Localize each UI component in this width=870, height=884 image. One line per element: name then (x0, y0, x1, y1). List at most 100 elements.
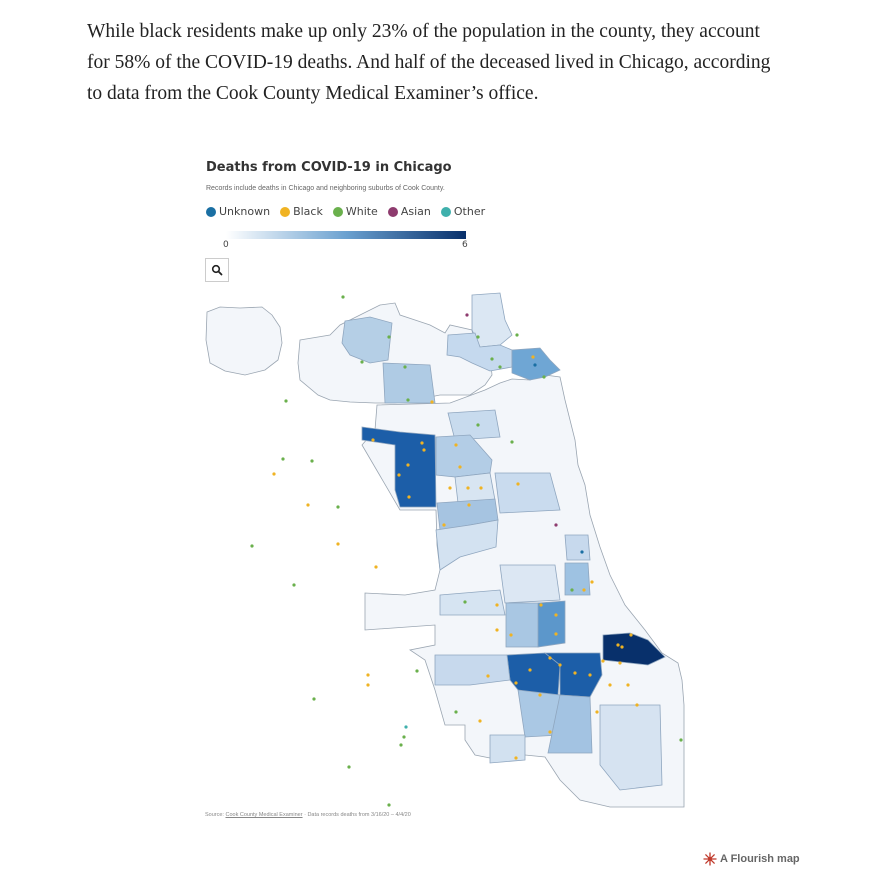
marker-black[interactable] (554, 613, 558, 617)
map-region[interactable] (205, 306, 283, 376)
marker-black[interactable] (448, 486, 452, 490)
marker-black[interactable] (420, 441, 424, 445)
marker-black[interactable] (336, 542, 340, 546)
map-region[interactable] (434, 654, 511, 686)
marker-unknown[interactable] (580, 550, 584, 554)
marker-white[interactable] (510, 440, 514, 444)
marker-black[interactable] (608, 683, 612, 687)
marker-black[interactable] (590, 580, 594, 584)
marker-black[interactable] (554, 632, 558, 636)
marker-black[interactable] (422, 448, 426, 452)
marker-black[interactable] (539, 603, 543, 607)
map-region[interactable] (547, 694, 593, 754)
marker-white[interactable] (281, 457, 285, 461)
map-region[interactable] (435, 519, 499, 571)
marker-white[interactable] (515, 333, 519, 337)
marker-unknown[interactable] (533, 363, 537, 367)
legend-item-asian[interactable]: Asian (387, 205, 431, 218)
marker-black[interactable] (306, 503, 310, 507)
marker-asian[interactable] (465, 313, 469, 317)
marker-black[interactable] (374, 565, 378, 569)
chicago-map[interactable] (200, 285, 690, 815)
marker-black[interactable] (466, 486, 470, 490)
zoom-button[interactable] (205, 258, 229, 282)
marker-black[interactable] (601, 659, 605, 663)
marker-black[interactable] (366, 673, 370, 677)
marker-black[interactable] (458, 465, 462, 469)
marker-black[interactable] (516, 482, 520, 486)
marker-white[interactable] (454, 710, 458, 714)
marker-black[interactable] (573, 671, 577, 675)
marker-black[interactable] (620, 645, 624, 649)
marker-black[interactable] (478, 719, 482, 723)
map-region[interactable] (454, 472, 496, 504)
marker-black[interactable] (514, 681, 518, 685)
map-region[interactable] (447, 409, 501, 441)
marker-black[interactable] (595, 710, 599, 714)
marker-black[interactable] (371, 438, 375, 442)
map-region[interactable] (489, 734, 526, 764)
marker-white[interactable] (336, 505, 340, 509)
marker-white[interactable] (360, 360, 364, 364)
map-region[interactable] (439, 589, 506, 616)
marker-other[interactable] (404, 725, 408, 729)
marker-white[interactable] (347, 765, 351, 769)
marker-black[interactable] (618, 661, 622, 665)
marker-asian[interactable] (554, 523, 558, 527)
marker-white[interactable] (250, 544, 254, 548)
legend-item-unknown[interactable]: Unknown (206, 205, 270, 218)
map-region[interactable] (341, 316, 393, 364)
map-region[interactable] (499, 564, 561, 604)
marker-white[interactable] (399, 743, 403, 747)
marker-black[interactable] (588, 673, 592, 677)
marker-white[interactable] (387, 803, 391, 807)
marker-black[interactable] (406, 463, 410, 467)
marker-black[interactable] (495, 628, 499, 632)
legend-item-white[interactable]: White (332, 205, 378, 218)
marker-black[interactable] (548, 730, 552, 734)
marker-white[interactable] (542, 375, 546, 379)
marker-black[interactable] (454, 443, 458, 447)
marker-black[interactable] (430, 400, 434, 404)
marker-black[interactable] (626, 683, 630, 687)
marker-black[interactable] (629, 633, 633, 637)
map-region[interactable] (564, 534, 591, 561)
marker-black[interactable] (486, 674, 490, 678)
marker-white[interactable] (490, 357, 494, 361)
marker-black[interactable] (514, 756, 518, 760)
marker-white[interactable] (476, 423, 480, 427)
marker-white[interactable] (498, 365, 502, 369)
marker-white[interactable] (570, 588, 574, 592)
map-region[interactable] (564, 562, 591, 596)
marker-black[interactable] (582, 588, 586, 592)
legend-item-other[interactable]: Other (440, 205, 485, 218)
marker-black[interactable] (635, 703, 639, 707)
marker-white[interactable] (310, 459, 314, 463)
map-region[interactable] (382, 362, 436, 404)
marker-white[interactable] (402, 735, 406, 739)
marker-black[interactable] (479, 486, 483, 490)
map-region[interactable] (505, 602, 541, 648)
marker-black[interactable] (509, 633, 513, 637)
source-link[interactable]: Cook County Medical Examiner (225, 812, 303, 818)
marker-white[interactable] (406, 398, 410, 402)
marker-white[interactable] (387, 335, 391, 339)
marker-white[interactable] (415, 669, 419, 673)
marker-black[interactable] (272, 472, 276, 476)
marker-black[interactable] (538, 693, 542, 697)
map-region[interactable] (599, 704, 663, 791)
flourish-credit[interactable]: A Flourish map (703, 852, 800, 866)
marker-white[interactable] (341, 295, 345, 299)
map-region[interactable] (602, 632, 666, 666)
marker-white[interactable] (679, 738, 683, 742)
marker-black[interactable] (407, 495, 411, 499)
marker-black[interactable] (467, 503, 471, 507)
marker-black[interactable] (558, 663, 562, 667)
marker-black[interactable] (495, 603, 499, 607)
map-region[interactable] (494, 472, 561, 514)
marker-black[interactable] (397, 473, 401, 477)
legend-item-black[interactable]: Black (280, 205, 323, 218)
marker-black[interactable] (531, 355, 535, 359)
marker-black[interactable] (366, 683, 370, 687)
marker-white[interactable] (403, 365, 407, 369)
